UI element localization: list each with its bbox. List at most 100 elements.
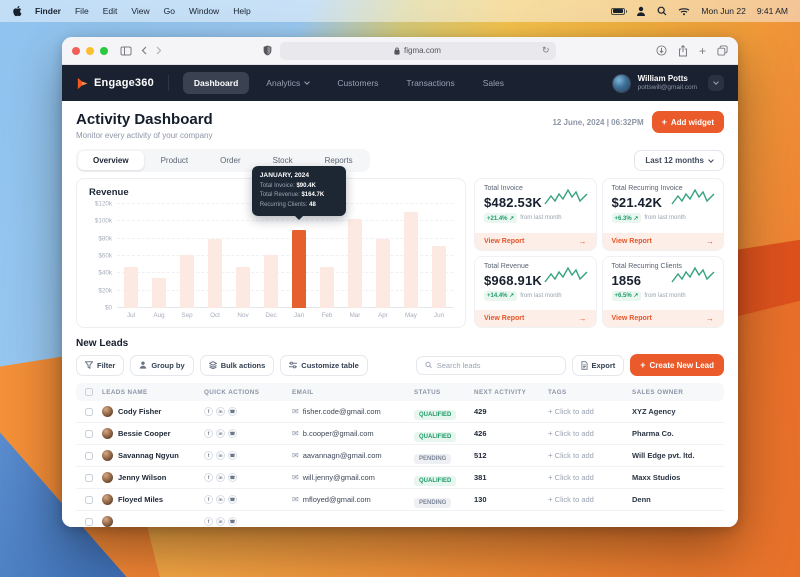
facebook-icon[interactable]: f bbox=[204, 517, 213, 526]
tab-product[interactable]: Product bbox=[160, 156, 189, 165]
phone-icon[interactable]: ☎ bbox=[228, 451, 237, 460]
row-checkbox[interactable] bbox=[85, 429, 93, 438]
phone-icon[interactable]: ☎ bbox=[228, 407, 237, 416]
nav-item-customers[interactable]: Customers bbox=[326, 72, 389, 94]
revenue-bar-feb[interactable] bbox=[320, 267, 334, 308]
revenue-bar-dec[interactable] bbox=[264, 255, 278, 308]
spotlight-search-icon[interactable] bbox=[657, 6, 667, 16]
linkedin-icon[interactable]: in bbox=[216, 517, 225, 526]
back-button[interactable] bbox=[141, 46, 147, 55]
revenue-bar-oct[interactable] bbox=[208, 238, 222, 308]
lead-row[interactable]: f in ☎ bbox=[76, 511, 724, 527]
reload-icon[interactable]: ↻ bbox=[541, 45, 550, 55]
bulk-actions-button[interactable]: Bulk actions bbox=[199, 354, 275, 376]
tags-cell[interactable]: + Click to add bbox=[548, 495, 632, 504]
menu-item-go[interactable]: Go bbox=[163, 6, 175, 16]
revenue-bar-mar[interactable] bbox=[348, 218, 362, 308]
menu-item-file[interactable]: File bbox=[74, 6, 89, 16]
add-widget-button[interactable]: + Add widget bbox=[651, 111, 724, 133]
wifi-icon[interactable] bbox=[678, 7, 690, 16]
export-button[interactable]: Export bbox=[571, 354, 625, 376]
new-tab-icon[interactable]: + bbox=[699, 43, 707, 58]
search-leads-input[interactable] bbox=[436, 360, 557, 370]
user-menu-button[interactable] bbox=[708, 75, 724, 91]
menu-item-finder[interactable]: Finder bbox=[35, 6, 61, 16]
revenue-bar-sep[interactable] bbox=[180, 255, 194, 308]
revenue-bar-jul[interactable] bbox=[124, 267, 138, 308]
revenue-bar-apr[interactable] bbox=[376, 238, 390, 308]
lead-row-bessie-cooper[interactable]: Bessie Cooper f in ☎ ✉ b.cooper@gmail.com QUAL… bbox=[76, 423, 724, 445]
menu-item-window[interactable]: Window bbox=[188, 6, 220, 16]
brand[interactable]: Engage360 bbox=[76, 77, 154, 90]
revenue-bar-jun[interactable] bbox=[432, 246, 446, 308]
row-checkbox[interactable] bbox=[85, 517, 93, 526]
share-icon[interactable] bbox=[678, 44, 688, 57]
tab-overview[interactable]: Overview bbox=[78, 151, 144, 170]
tags-cell[interactable]: + Click to add bbox=[548, 429, 632, 438]
row-checkbox[interactable] bbox=[85, 495, 93, 504]
battery-icon[interactable] bbox=[611, 7, 628, 15]
menu-item-edit[interactable]: Edit bbox=[102, 6, 118, 16]
linkedin-icon[interactable]: in bbox=[216, 429, 225, 438]
revenue-bar-may[interactable] bbox=[404, 211, 418, 308]
row-checkbox[interactable] bbox=[85, 473, 93, 482]
phone-icon[interactable]: ☎ bbox=[228, 517, 237, 526]
facebook-icon[interactable]: f bbox=[204, 473, 213, 482]
tags-cell[interactable]: + Click to add bbox=[548, 451, 632, 460]
nav-item-transactions[interactable]: Transactions bbox=[395, 72, 465, 94]
view-report-link[interactable]: View Report → bbox=[602, 310, 723, 327]
tab-overview-icon[interactable] bbox=[717, 45, 728, 56]
search-leads-field[interactable] bbox=[415, 355, 566, 375]
tab-stock[interactable]: Stock bbox=[272, 156, 293, 165]
facebook-icon[interactable]: f bbox=[204, 451, 213, 460]
nav-item-analytics[interactable]: Analytics bbox=[255, 72, 320, 94]
view-report-link[interactable]: View Report → bbox=[475, 232, 596, 250]
lead-row-cody-fisher[interactable]: Cody Fisher f in ☎ ✉ fisher.code@gmail.com QUA… bbox=[76, 401, 724, 423]
select-all-checkbox[interactable] bbox=[85, 388, 93, 396]
row-checkbox[interactable] bbox=[85, 407, 93, 416]
filter-button[interactable]: Filter bbox=[76, 354, 125, 376]
customize-table-button[interactable]: Customize table bbox=[280, 354, 368, 376]
tab-reports[interactable]: Reports bbox=[324, 156, 353, 165]
linkedin-icon[interactable]: in bbox=[216, 473, 225, 482]
tab-order[interactable]: Order bbox=[220, 156, 241, 165]
downloads-icon[interactable] bbox=[656, 45, 667, 56]
privacy-shield-icon[interactable] bbox=[263, 45, 272, 56]
lead-row-savannag-ngyun[interactable]: Savannag Ngyun f in ☎ ✉ aavannagn@gmail.com PE… bbox=[76, 445, 724, 467]
create-new-lead-button[interactable]: + Create New Lead bbox=[630, 354, 724, 376]
user-switch-icon[interactable] bbox=[636, 6, 646, 17]
zoom-window-button[interactable] bbox=[100, 46, 108, 55]
group-by-button[interactable]: Group by bbox=[130, 354, 194, 376]
minimize-window-button[interactable] bbox=[86, 46, 94, 55]
phone-icon[interactable]: ☎ bbox=[228, 473, 237, 482]
phone-icon[interactable]: ☎ bbox=[228, 429, 237, 438]
revenue-bar-jan[interactable] bbox=[292, 230, 306, 308]
linkedin-icon[interactable]: in bbox=[216, 407, 225, 416]
facebook-icon[interactable]: f bbox=[204, 495, 213, 504]
revenue-bar-aug[interactable] bbox=[152, 277, 166, 308]
sidebar-toggle-icon[interactable] bbox=[120, 46, 132, 56]
linkedin-icon[interactable]: in bbox=[216, 495, 225, 504]
nav-item-dashboard[interactable]: Dashboard bbox=[182, 72, 250, 94]
user-avatar[interactable] bbox=[611, 73, 631, 93]
facebook-icon[interactable]: f bbox=[204, 407, 213, 416]
lead-row-jenny-wilson[interactable]: Jenny Wilson f in ☎ ✉ will.jenny@gmail.com QUA… bbox=[76, 467, 724, 489]
view-report-link[interactable]: View Report → bbox=[475, 310, 596, 327]
forward-button[interactable] bbox=[156, 46, 162, 55]
menubar-date[interactable]: Mon Jun 22 bbox=[701, 6, 746, 16]
view-report-link[interactable]: View Report → bbox=[602, 232, 723, 250]
row-checkbox[interactable] bbox=[85, 451, 93, 460]
linkedin-icon[interactable]: in bbox=[216, 451, 225, 460]
menubar-time[interactable]: 9:41 AM bbox=[756, 6, 788, 16]
facebook-icon[interactable]: f bbox=[204, 429, 213, 438]
address-bar[interactable]: figma.com ↻ bbox=[279, 41, 556, 60]
menu-item-view[interactable]: View bbox=[131, 6, 150, 16]
nav-item-sales[interactable]: Sales bbox=[472, 72, 515, 94]
date-range-select[interactable]: Last 12 months bbox=[634, 150, 724, 171]
phone-icon[interactable]: ☎ bbox=[228, 495, 237, 504]
apple-menu-icon[interactable] bbox=[12, 5, 22, 17]
lead-row-floyed-miles[interactable]: Floyed Miles f in ☎ ✉ mfloyed@gmail.com PENDIN… bbox=[76, 489, 724, 511]
close-window-button[interactable] bbox=[72, 46, 80, 55]
tags-cell[interactable]: + Click to add bbox=[548, 407, 632, 416]
menu-item-help[interactable]: Help bbox=[233, 6, 251, 16]
